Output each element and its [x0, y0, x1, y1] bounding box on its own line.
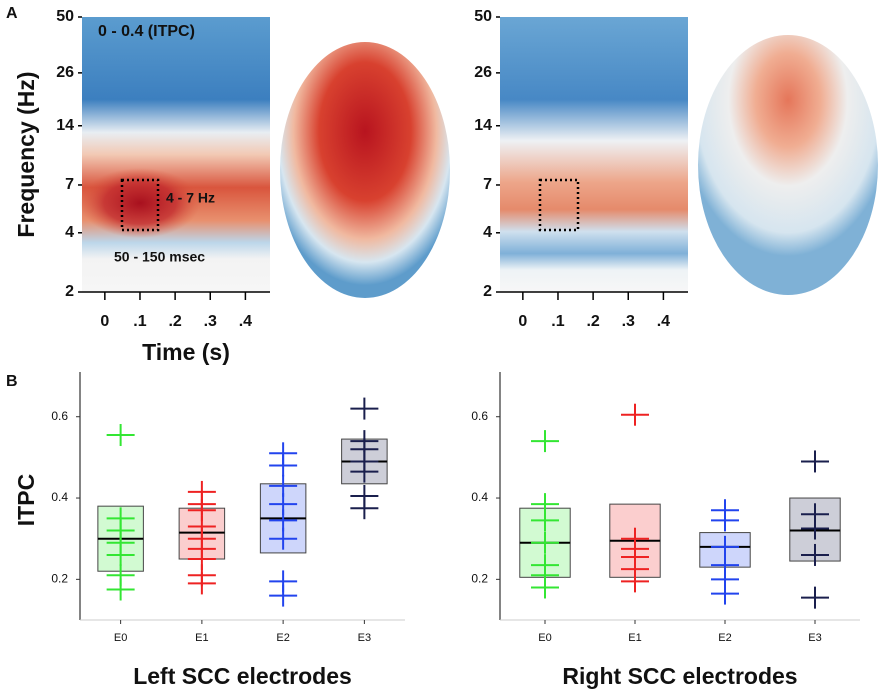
panel-a-art: [80, 17, 878, 298]
x-tick-label: E2: [718, 632, 731, 644]
y-tick-label: 7: [65, 176, 74, 193]
x-tick-label: 0: [100, 313, 109, 330]
point: [269, 454, 298, 477]
tf-map: [500, 17, 688, 292]
x-tick-label: 0: [518, 313, 527, 330]
x-tick-label: E0: [538, 632, 551, 644]
point: [350, 460, 379, 483]
y-tick-label: 4: [65, 224, 74, 241]
x-tick-label: E2: [276, 632, 289, 644]
panel-label: B: [6, 373, 18, 390]
y-tick-label: 26: [56, 64, 74, 81]
point: [187, 572, 216, 595]
annotation: 0 - 0.4 (ITPC): [98, 23, 195, 40]
y-tick-label: 50: [56, 8, 74, 25]
x-tick-label: .1: [133, 313, 146, 330]
point: [801, 517, 829, 540]
y-tick-label: 2: [483, 283, 492, 300]
point: [269, 527, 298, 550]
x-tick-label: .3: [204, 313, 217, 330]
y-tick-label: 2: [65, 283, 74, 300]
roi-box: [120, 178, 160, 232]
point: [801, 450, 829, 473]
point: [621, 570, 649, 593]
y-tick-label: 7: [483, 176, 492, 193]
point: [350, 497, 379, 520]
x-tick-label: E1: [628, 632, 641, 644]
window-label: 50 - 150 msec: [114, 249, 205, 265]
point: [531, 430, 559, 453]
point: [106, 543, 135, 566]
head-map: [698, 35, 878, 295]
point: [269, 584, 298, 607]
chart-title: Left SCC electrodes: [133, 663, 352, 689]
x-tick-label: .2: [586, 313, 599, 330]
x-tick-label: .3: [622, 313, 635, 330]
y-tick-label: 0.6: [51, 409, 68, 423]
y-tick-label: 0.2: [471, 572, 488, 586]
x-tick-label: .4: [239, 313, 252, 330]
y-tick-label: 14: [474, 117, 492, 134]
x-tick-label: E3: [808, 632, 821, 644]
y-tick-label: 50: [474, 8, 492, 25]
panel-label: A: [6, 5, 18, 22]
y-tick-label: 26: [474, 64, 492, 81]
point: [531, 531, 559, 554]
point: [621, 403, 649, 426]
x-tick-label: .2: [168, 313, 181, 330]
x-tick-label: .1: [551, 313, 564, 330]
y-tick-label: 0.6: [471, 409, 488, 423]
y-axis-label: Frequency (Hz): [13, 71, 39, 237]
point: [711, 582, 739, 605]
tf-peak: [80, 168, 200, 238]
band-label: 4 - 7 Hz: [166, 190, 215, 206]
y-tick-label: 4: [483, 224, 492, 241]
point: [106, 424, 135, 447]
point: [106, 578, 135, 601]
x-tick-label: E1: [195, 632, 208, 644]
chart-title: Right SCC electrodes: [562, 663, 797, 689]
point: [531, 576, 559, 599]
point: [531, 509, 559, 532]
roi-box: [538, 178, 580, 232]
x-tick-label: E3: [358, 632, 371, 644]
point: [350, 397, 379, 420]
tf-map: [82, 17, 270, 292]
point: [801, 543, 829, 566]
head-map: [280, 42, 450, 298]
x-axis-label: Time (s): [142, 339, 230, 365]
x-tick-label: E0: [114, 632, 127, 644]
y-tick-label: 14: [56, 117, 74, 134]
y-axis-label: ITPC: [13, 474, 39, 526]
point: [711, 509, 739, 532]
point: [801, 586, 829, 609]
y-tick-label: 0.4: [51, 490, 68, 504]
y-tick-label: 0.2: [51, 572, 68, 586]
x-tick-label: .4: [657, 313, 670, 330]
y-tick-label: 0.4: [471, 490, 488, 504]
